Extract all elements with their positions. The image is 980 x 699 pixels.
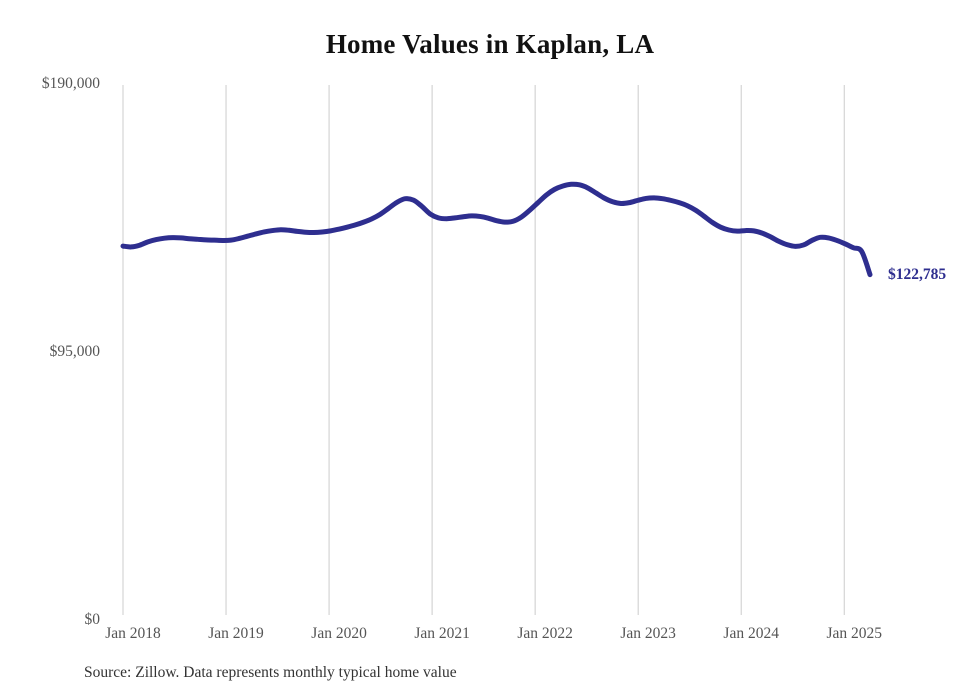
x-tick-label: Jan 2025: [826, 625, 883, 642]
x-tick-label: Jan 2024: [723, 625, 779, 642]
x-tick-label: Jan 2022: [517, 625, 573, 642]
value-line: [120, 181, 873, 278]
y-tick-label: $190,000: [41, 75, 100, 92]
x-tick-label: Jan 2018: [105, 625, 161, 642]
y-tick-label: $95,000: [49, 343, 100, 360]
y-axis: $190,000 $95,000 $0: [0, 0, 100, 699]
x-tick-label: Jan 2019: [208, 625, 264, 642]
end-value-annotation: $122,785: [888, 265, 947, 283]
chart-footnote: Source: Zillow. Data represents monthly …: [84, 664, 457, 681]
x-tick-label: Jan 2021: [414, 625, 470, 642]
x-tick-label: Jan 2023: [620, 625, 676, 642]
y-tick-label: $0: [84, 611, 101, 628]
chart-title: Home Values in Kaplan, LA: [325, 29, 655, 59]
x-tick-label: Jan 2020: [311, 625, 367, 642]
